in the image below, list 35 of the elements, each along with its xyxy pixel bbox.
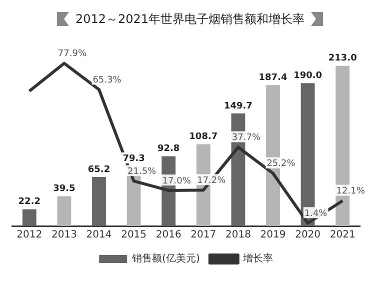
data-label: 92.8 [157, 144, 180, 154]
x-tick-label: 2021 [330, 230, 356, 241]
data-label: 25.2% [266, 159, 296, 170]
data-label: 65.3% [92, 75, 122, 86]
x-tick-label: 2016 [156, 230, 182, 241]
data-label: 77.9% [58, 49, 87, 60]
legend-label: 销售额(亿美元) [131, 252, 200, 265]
data-label: 1.4% [304, 208, 328, 219]
data-label: 187.4 [258, 72, 288, 83]
x-tick-label: 2013 [51, 230, 77, 241]
x-tick-label: 2020 [295, 230, 321, 241]
data-label: 12.1% [336, 186, 366, 197]
x-tick-label: 2017 [190, 230, 216, 241]
data-label: 190.0 [294, 70, 322, 81]
data-label: 22.2 [18, 197, 41, 208]
x-tick-label: 2012 [16, 230, 42, 241]
bar [22, 209, 36, 226]
data-label: 37.7% [232, 133, 261, 144]
legend-label: 增长率 [242, 252, 273, 265]
data-label: 65.2 [88, 164, 110, 175]
x-tick-label: 2014 [86, 230, 112, 241]
x-tick-label: 2015 [121, 230, 147, 241]
data-label: 17.2% [197, 176, 226, 186]
x-tick-label: 2019 [260, 230, 286, 241]
data-label: 79.3 [122, 154, 145, 164]
data-label: 149.7 [224, 101, 252, 112]
data-label: 39.5 [53, 184, 76, 194]
data-label: 17.0% [162, 176, 192, 186]
data-label: 213.0 [328, 54, 357, 64]
data-label: 21.5% [128, 166, 157, 177]
bar [92, 176, 106, 226]
data-label: 108.7 [189, 132, 218, 142]
chart-title: 2012～2021年世界电子烟销售额和增长率 [75, 10, 305, 28]
bar [57, 196, 72, 226]
x-tick-label: 2018 [225, 230, 251, 241]
